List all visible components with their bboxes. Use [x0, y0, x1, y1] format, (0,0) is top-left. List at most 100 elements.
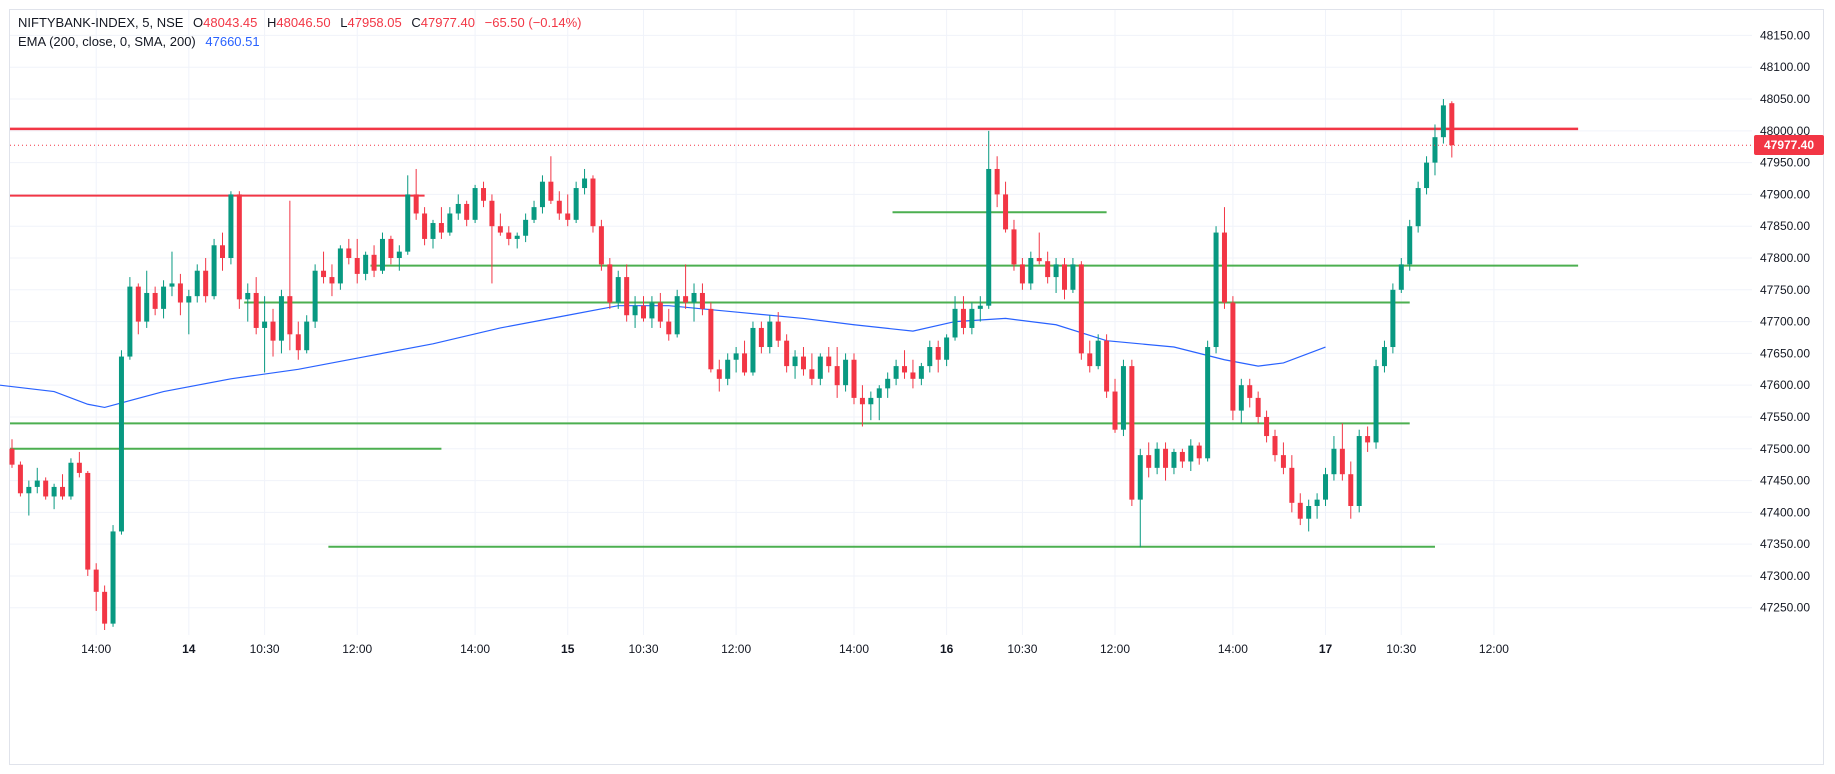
candle-up: [944, 334, 950, 367]
candle-body: [960, 308, 966, 328]
candle-body: [144, 292, 150, 322]
candle-body: [270, 321, 276, 341]
candle-body: [1003, 194, 1009, 230]
candle-body: [750, 327, 756, 373]
candle-down: [1078, 261, 1084, 360]
price-tick-label: 47500.00: [1760, 442, 1810, 456]
candle-down: [464, 200, 470, 227]
price-tick-label: 47800.00: [1760, 251, 1810, 265]
candle-down: [800, 347, 806, 376]
candle-up: [169, 251, 175, 297]
candle-body: [1154, 448, 1160, 468]
candle-up: [118, 350, 124, 535]
price-tick-label: 48100.00: [1760, 60, 1810, 74]
candle-down: [1221, 207, 1227, 309]
candle-up: [68, 458, 74, 500]
candle-down: [1163, 442, 1169, 481]
candle-body: [1272, 436, 1278, 456]
candle-body: [1070, 264, 1076, 290]
candle-up: [1432, 124, 1438, 176]
candle-body: [1011, 229, 1017, 265]
candle-body: [481, 188, 487, 201]
candle-body: [1339, 448, 1345, 475]
candle-down: [295, 321, 301, 360]
indicator-name: EMA (200, close, 0, SMA, 200): [18, 34, 196, 49]
candle-body: [245, 292, 251, 300]
candle-body: [885, 378, 891, 389]
candle-body: [152, 292, 158, 309]
candle-body: [304, 321, 310, 351]
candle-body: [792, 356, 798, 367]
candle-up: [472, 184, 478, 224]
candle-body: [1398, 264, 1404, 290]
time-tick-label: 14:00: [460, 642, 490, 656]
candle-up: [211, 238, 217, 300]
candle-down: [1112, 378, 1118, 433]
time-tick-label: 17: [1319, 642, 1333, 656]
candle-up: [26, 480, 32, 516]
candle-body: [725, 359, 731, 379]
time-tick-label: 14: [182, 642, 196, 656]
candle-body: [1230, 302, 1236, 411]
candle-up: [514, 232, 520, 249]
candle-body: [253, 292, 259, 328]
candle-body: [60, 486, 66, 497]
candle-body: [1019, 264, 1025, 284]
candle-body: [1390, 289, 1396, 348]
candle-up: [876, 385, 882, 421]
candle-down: [93, 563, 99, 611]
candle-body: [598, 226, 604, 265]
time-tick-label: 16: [940, 642, 954, 656]
candle-body: [118, 356, 124, 532]
candle-up: [1306, 499, 1312, 532]
candle-body: [1129, 366, 1135, 500]
candle-body: [1146, 455, 1152, 468]
candle-body: [1289, 467, 1295, 503]
candle-body: [337, 248, 343, 284]
candle-body: [977, 305, 983, 309]
price-tick-label: 47900.00: [1760, 187, 1810, 201]
candle-up: [1373, 359, 1379, 449]
candle-down: [1196, 442, 1202, 465]
candle-up: [186, 289, 192, 335]
candle-body: [262, 321, 268, 328]
candle-body: [733, 353, 739, 360]
candle-up: [1028, 251, 1034, 290]
candle-body: [1104, 340, 1110, 392]
candle-down: [1255, 391, 1261, 424]
candle-body: [969, 308, 975, 328]
candle-down: [910, 359, 916, 389]
candle-body: [413, 194, 419, 214]
candle-up: [843, 353, 849, 392]
candle-down: [481, 181, 487, 208]
price-tick-label: 47550.00: [1760, 410, 1810, 424]
candle-body: [548, 181, 554, 201]
candle-body: [169, 283, 175, 287]
candle-body: [1356, 436, 1362, 506]
candle-down: [1062, 258, 1067, 300]
price-axis: 48150.00 48100.00 48050.00 48000.00 47950.00…: [1760, 28, 1810, 614]
price-tick-label: 47700.00: [1760, 315, 1810, 329]
candle-body: [1120, 366, 1126, 430]
candle-body: [472, 188, 478, 220]
candle-body: [51, 486, 57, 497]
candle-down: [548, 156, 554, 204]
candle-down: [43, 477, 49, 500]
candle-body: [211, 245, 217, 297]
candle-body: [1280, 455, 1286, 468]
candle-body: [1087, 353, 1093, 367]
candle-body: [1196, 445, 1202, 459]
candle-up: [868, 391, 874, 421]
candle-down: [902, 350, 908, 379]
candle-down: [565, 194, 571, 227]
candle-down: [1003, 181, 1009, 233]
candle-body: [986, 168, 992, 306]
candle-body: [203, 270, 209, 297]
candle-up: [194, 264, 200, 303]
time-tick-label: 10:30: [628, 642, 658, 656]
candle-body: [1264, 416, 1270, 437]
candle-down: [1045, 251, 1051, 284]
candle-body: [514, 235, 520, 239]
candle-body: [447, 213, 453, 233]
